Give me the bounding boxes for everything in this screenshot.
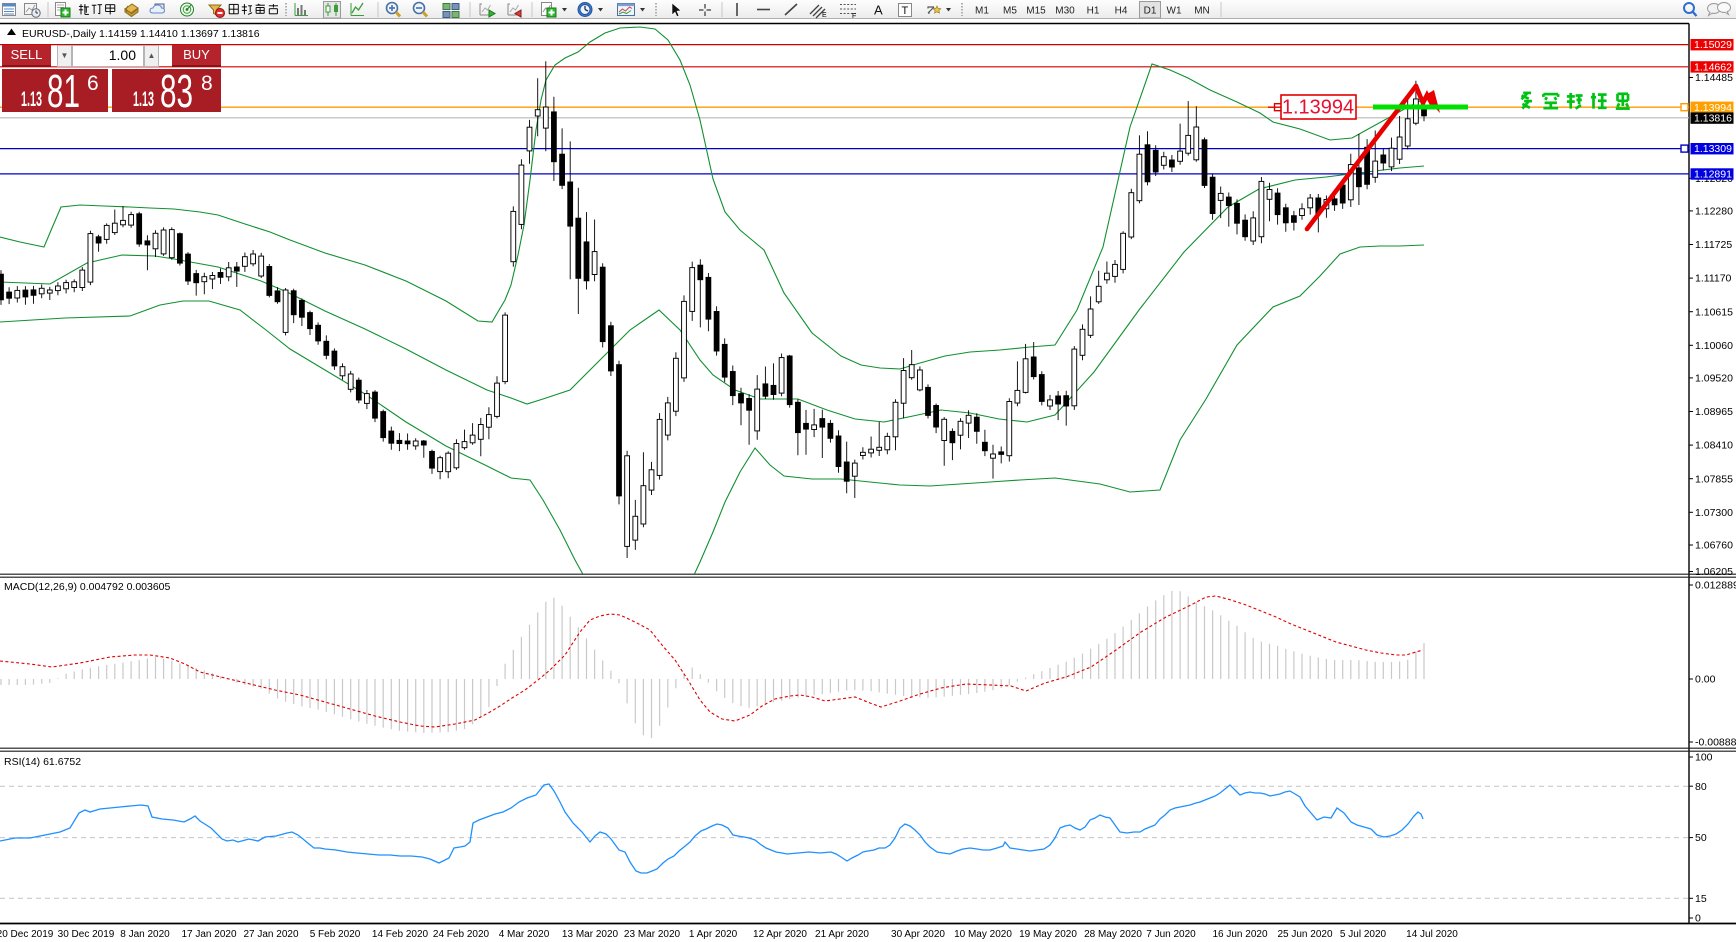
svg-text:0: 0 [1695, 913, 1701, 925]
svg-text:1.12280: 1.12280 [1695, 206, 1733, 218]
svg-text:30 Apr 2020: 30 Apr 2020 [891, 929, 945, 940]
svg-text:1.06760: 1.06760 [1695, 540, 1733, 552]
svg-text:19 May 2020: 19 May 2020 [1019, 929, 1077, 940]
svg-text:1.06205: 1.06205 [1695, 566, 1733, 578]
svg-text:1.10615: 1.10615 [1695, 306, 1733, 318]
svg-text:1.15029: 1.15029 [1694, 39, 1732, 51]
svg-text:23 Mar 2020: 23 Mar 2020 [624, 929, 681, 940]
svg-text:T: T [902, 5, 909, 17]
svg-text:14 Feb 2020: 14 Feb 2020 [372, 929, 429, 940]
svg-text:28 May 2020: 28 May 2020 [1084, 929, 1142, 940]
svg-text:14 Jul 2020: 14 Jul 2020 [1406, 929, 1458, 940]
svg-text:1 Apr 2020: 1 Apr 2020 [689, 929, 738, 940]
svg-text:1.14485: 1.14485 [1695, 72, 1733, 84]
svg-text:M5: M5 [1003, 6, 1017, 17]
svg-text:D1: D1 [1144, 6, 1157, 17]
svg-text:100: 100 [1695, 752, 1713, 764]
svg-text:H4: H4 [1115, 6, 1128, 17]
svg-text:50: 50 [1695, 832, 1707, 844]
svg-text:27 Jan 2020: 27 Jan 2020 [243, 929, 298, 940]
svg-text:25 Jun 2020: 25 Jun 2020 [1277, 929, 1332, 940]
svg-text:1.13309: 1.13309 [1694, 143, 1732, 155]
svg-text:8: 8 [201, 72, 213, 95]
svg-text:10 May 2020: 10 May 2020 [954, 929, 1012, 940]
svg-text:RSI(14) 61.6752: RSI(14) 61.6752 [4, 756, 81, 768]
svg-text:81: 81 [47, 69, 80, 112]
svg-text:20 Dec 2019: 20 Dec 2019 [0, 929, 54, 940]
svg-text:1.13: 1.13 [21, 88, 42, 111]
svg-text:1.13994: 1.13994 [1694, 102, 1732, 114]
svg-text:16 Jun 2020: 16 Jun 2020 [1212, 929, 1267, 940]
svg-text:H1: H1 [1087, 6, 1100, 17]
svg-text:A: A [874, 3, 883, 18]
svg-text:F: F [852, 13, 856, 19]
svg-text:6: 6 [87, 72, 99, 95]
svg-text:0.00: 0.00 [1695, 674, 1716, 686]
svg-text:1.12891: 1.12891 [1694, 169, 1732, 181]
svg-text:M15: M15 [1026, 6, 1046, 17]
svg-text:30 Dec 2019: 30 Dec 2019 [58, 929, 115, 940]
svg-text:4 Mar 2020: 4 Mar 2020 [499, 929, 550, 940]
svg-text:W1: W1 [1167, 6, 1182, 17]
svg-text:1.13: 1.13 [133, 88, 154, 111]
svg-text:M1: M1 [975, 6, 989, 17]
svg-text:80: 80 [1695, 781, 1707, 793]
svg-text:MN: MN [1194, 6, 1210, 17]
svg-text:1.09520: 1.09520 [1695, 373, 1733, 385]
svg-text:1.11170: 1.11170 [1695, 273, 1732, 285]
svg-text:24 Feb 2020: 24 Feb 2020 [433, 929, 490, 940]
svg-text:21 Apr 2020: 21 Apr 2020 [815, 929, 869, 940]
svg-text:12 Apr 2020: 12 Apr 2020 [753, 929, 807, 940]
svg-text:15: 15 [1695, 893, 1707, 905]
svg-text:1.10060: 1.10060 [1695, 340, 1733, 352]
svg-text:E: E [822, 12, 827, 19]
svg-text:M30: M30 [1055, 6, 1075, 17]
svg-text:1.07300: 1.07300 [1695, 507, 1733, 519]
svg-text:MACD(12,26,9) 0.004792 0.00360: MACD(12,26,9) 0.004792 0.003605 [4, 581, 171, 593]
svg-text:83: 83 [160, 69, 193, 112]
svg-text:1.08410: 1.08410 [1695, 440, 1733, 452]
svg-text:5 Feb 2020: 5 Feb 2020 [310, 929, 361, 940]
svg-text:-0.008882: -0.008882 [1695, 737, 1736, 749]
svg-text:1.13816: 1.13816 [1694, 113, 1732, 125]
svg-text:1.13994: 1.13994 [1282, 97, 1354, 119]
svg-text:5 Jul 2020: 5 Jul 2020 [1340, 929, 1387, 940]
svg-text:1.08965: 1.08965 [1695, 406, 1733, 418]
svg-text:8 Jan 2020: 8 Jan 2020 [120, 929, 170, 940]
svg-text:13 Mar 2020: 13 Mar 2020 [562, 929, 619, 940]
svg-text:1.07855: 1.07855 [1695, 473, 1733, 485]
svg-text:7 Jun 2020: 7 Jun 2020 [1146, 929, 1196, 940]
svg-text:0.012889: 0.012889 [1695, 580, 1736, 592]
svg-text:EURUSD-,Daily 1.14159 1.14410: EURUSD-,Daily 1.14159 1.14410 1.13697 1.… [22, 28, 260, 40]
svg-text:1.11725: 1.11725 [1695, 239, 1732, 251]
svg-text:1.14662: 1.14662 [1694, 61, 1732, 73]
svg-text:17 Jan 2020: 17 Jan 2020 [181, 929, 236, 940]
